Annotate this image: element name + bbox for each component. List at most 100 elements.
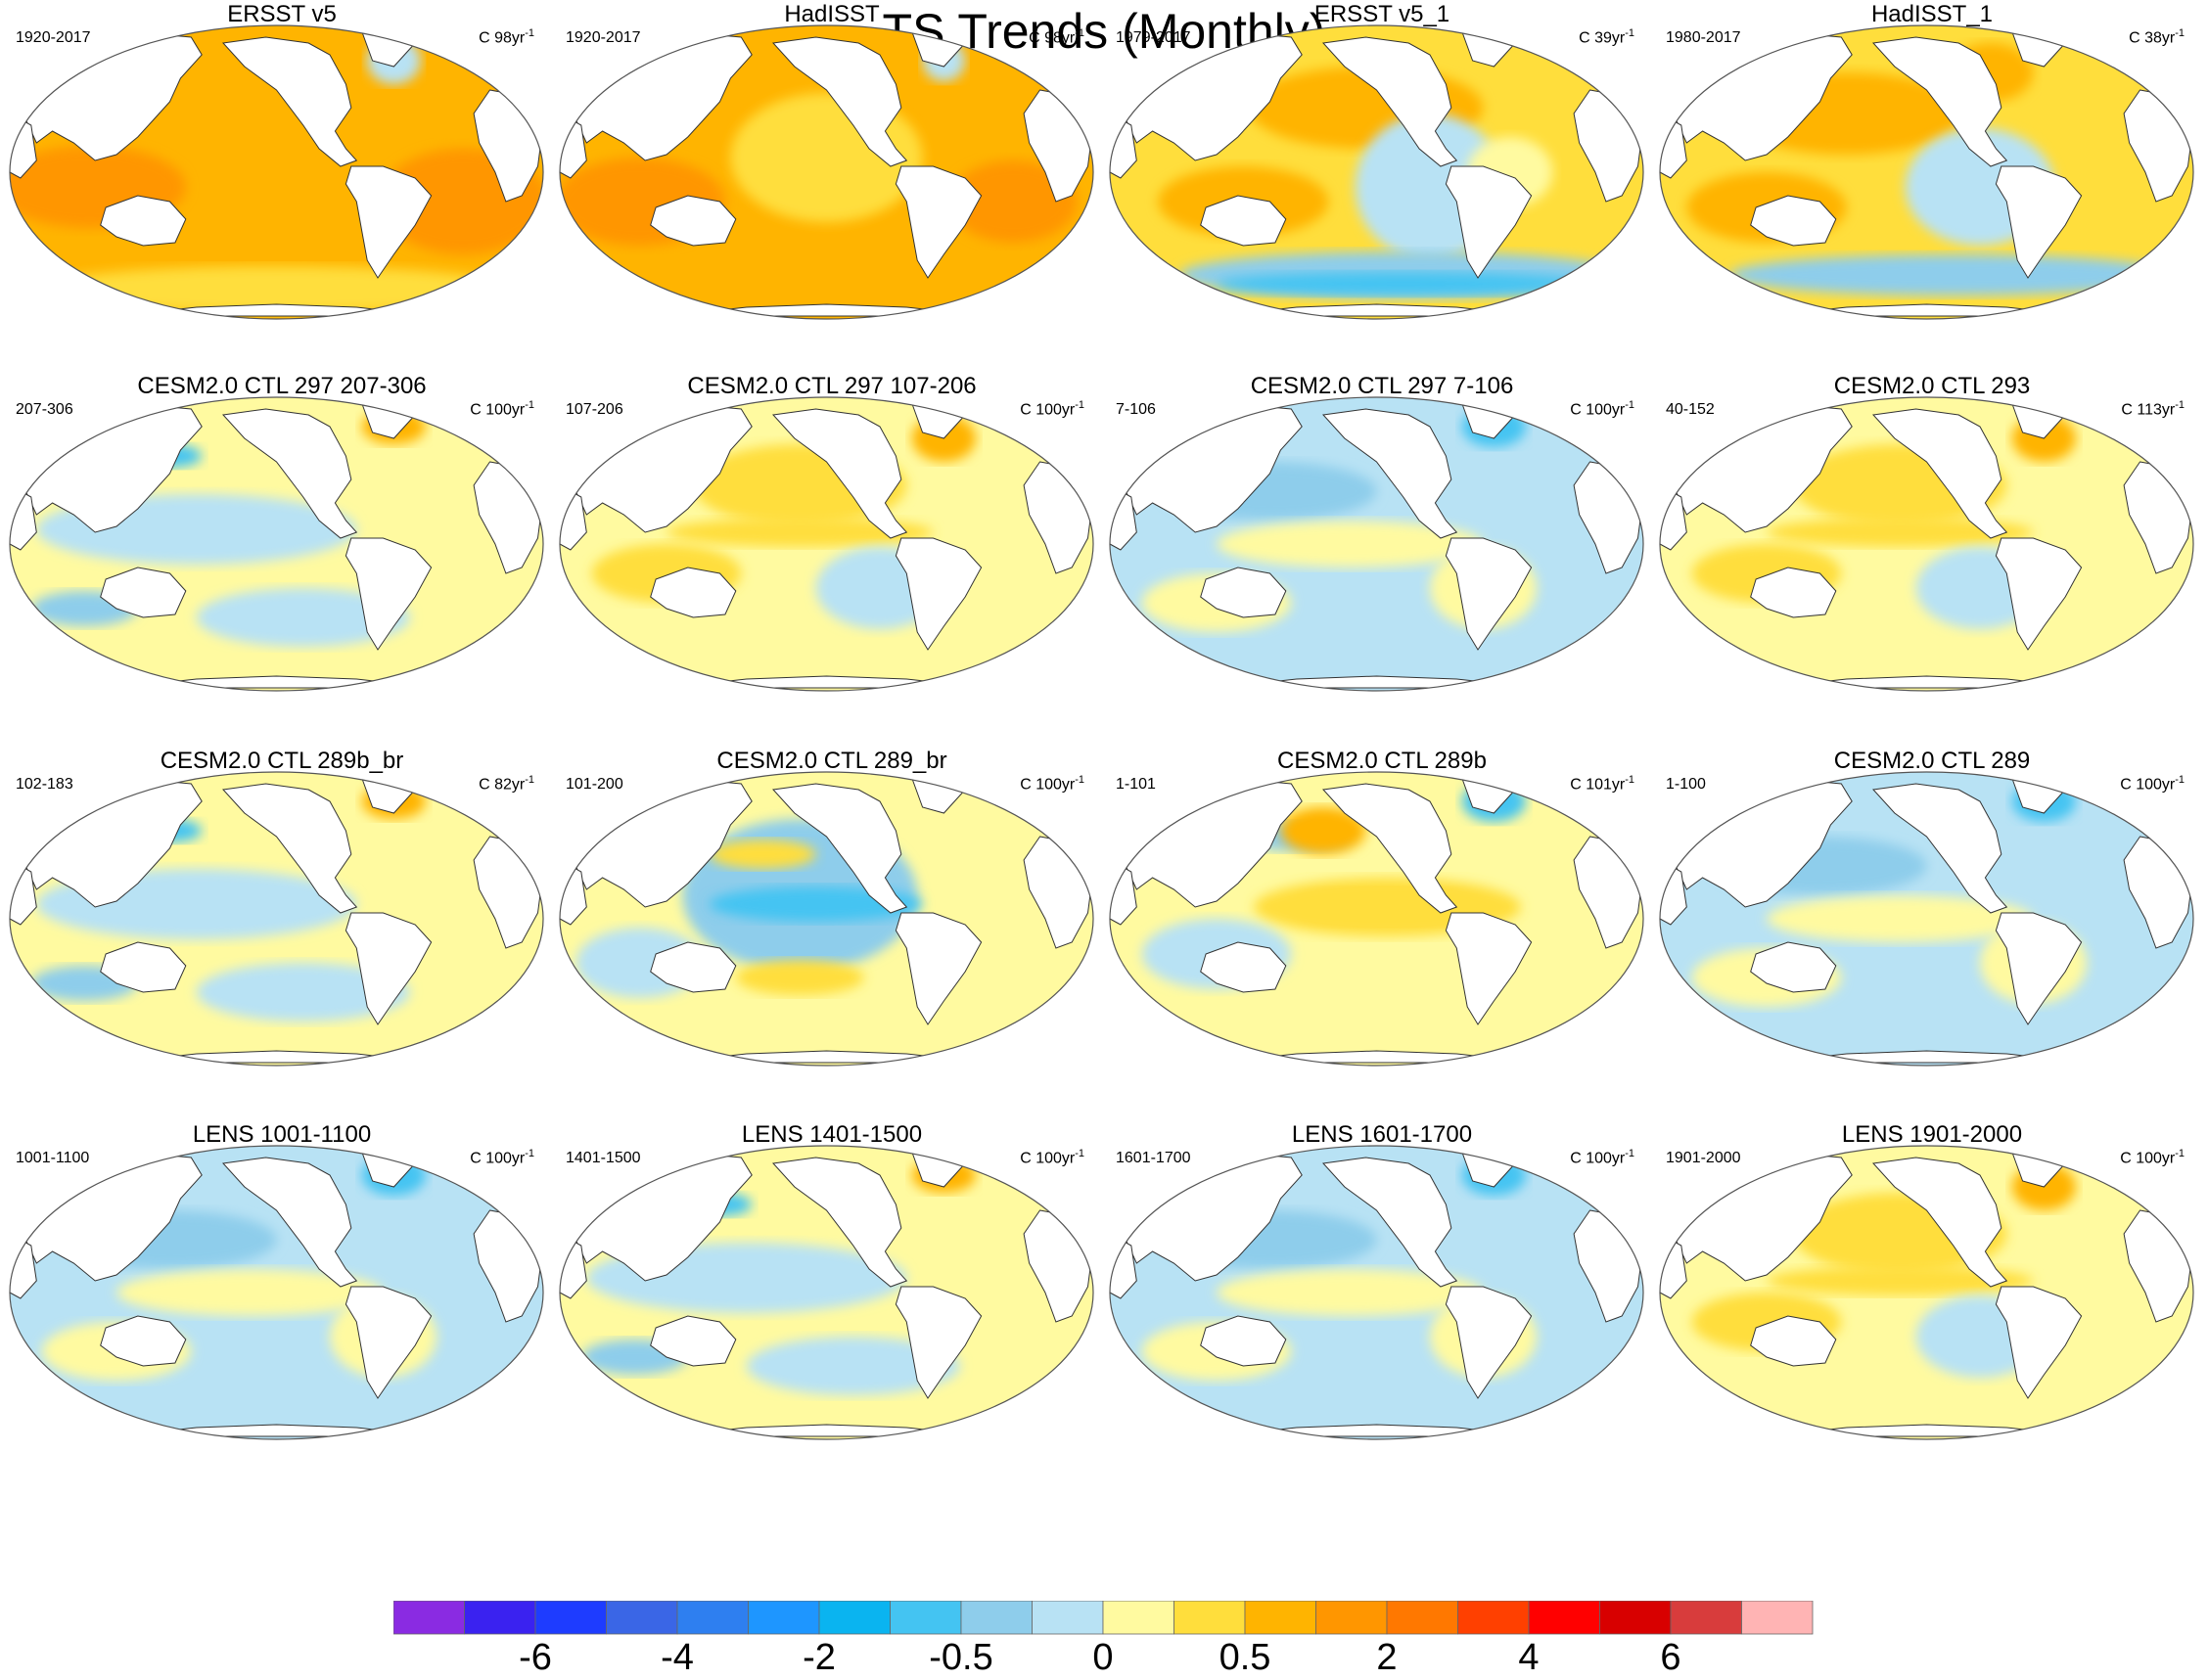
map-plot — [9, 1145, 544, 1440]
land-mass — [1766, 675, 2088, 689]
land-mass — [1321, 408, 1458, 539]
land-mass — [345, 1286, 433, 1399]
trend-region — [196, 588, 410, 647]
colorbar-swatch — [1173, 1601, 1246, 1635]
panel-title: ERSST v5 — [227, 1, 337, 27]
land-mass — [895, 1286, 983, 1399]
colorbar-swatch — [393, 1601, 465, 1635]
panel-title: CESM2.0 CTL 289b — [1277, 748, 1487, 774]
colorbar-swatch — [748, 1601, 820, 1635]
panel-title: CESM2.0 CTL 289 — [1833, 748, 2031, 774]
panel-period: 102-183 — [16, 776, 73, 793]
colorbar-swatch — [534, 1601, 607, 1635]
land-mass — [100, 941, 187, 993]
panel-units: C 100yr-1 — [1020, 399, 1084, 419]
map-panel: CESM2.0 CTL 297 207-306 207-306 C 100yr-1 — [8, 372, 556, 773]
land-mass — [345, 537, 433, 651]
panel-title: CESM2.0 CTL 289b_br — [160, 748, 404, 774]
trend-region — [1280, 807, 1366, 854]
colorbar-swatch — [1528, 1601, 1600, 1635]
land-mass — [1750, 941, 1837, 993]
map-panel: HadISST_1 1980-2017 C 38yr-1 — [1658, 0, 2206, 401]
map-plot — [559, 771, 1094, 1067]
land-mass — [1995, 537, 2083, 651]
land-mass — [221, 36, 358, 167]
colorbar-label: -2 — [803, 1637, 836, 1678]
map-plot — [1109, 1145, 1644, 1440]
colorbar-swatch — [818, 1601, 891, 1635]
panel-period: 7-106 — [1116, 401, 1156, 418]
panel-period: 1979-2017 — [1116, 29, 1191, 46]
panel-units: C 100yr-1 — [1570, 399, 1634, 419]
colorbar-swatch — [1670, 1601, 1742, 1635]
colorbar-swatch — [1102, 1601, 1174, 1635]
trend-region — [196, 963, 410, 1022]
land-mass — [1200, 567, 1287, 618]
land-mass — [100, 567, 187, 618]
colorbar-swatch — [890, 1601, 962, 1635]
land-mass — [895, 912, 983, 1025]
map-border — [1659, 771, 2194, 1067]
map-border — [1109, 1145, 1644, 1440]
panel-period: 1-101 — [1116, 776, 1156, 793]
colorbar-swatch — [464, 1601, 536, 1635]
map-plot — [559, 396, 1094, 692]
land-mass — [666, 303, 988, 317]
panel-title: LENS 1401-1500 — [741, 1121, 923, 1148]
map-panel: LENS 1901-2000 1901-2000 C 100yr-1 — [1658, 1120, 2206, 1521]
land-mass — [1871, 408, 2008, 539]
colorbar-swatch — [1315, 1601, 1388, 1635]
land-mass — [100, 195, 187, 247]
panel-title: CESM2.0 CTL 293 — [1833, 373, 2031, 399]
map-border — [1109, 771, 1644, 1067]
panel-title: LENS 1601-1700 — [1291, 1121, 1473, 1148]
panel-units: C 113yr-1 — [2121, 399, 2185, 419]
panel-units: C 100yr-1 — [1570, 1148, 1634, 1167]
trend-region — [1217, 521, 1484, 568]
land-mass — [345, 912, 433, 1025]
land-mass — [1445, 537, 1533, 651]
colorbar — [393, 1601, 1814, 1635]
land-mass — [1766, 1424, 2088, 1437]
trend-region — [746, 1337, 960, 1395]
map-border — [1659, 24, 2194, 320]
map-panel: CESM2.0 CTL 289b_br 102-183 C 82yr-1 — [8, 747, 556, 1148]
panel-units: C 100yr-1 — [470, 399, 534, 419]
trend-region — [735, 960, 864, 995]
colorbar-swatch — [1032, 1601, 1104, 1635]
panel-units: C 100yr-1 — [2120, 774, 2185, 794]
colorbar-swatch — [676, 1601, 749, 1635]
map-border — [1659, 1145, 2194, 1440]
map-panel: LENS 1001-1100 1001-1100 C 100yr-1 — [8, 1120, 556, 1521]
colorbar-label: 2 — [1376, 1637, 1398, 1678]
land-mass — [1445, 1286, 1533, 1399]
land-mass — [1321, 36, 1458, 167]
land-mass — [1766, 303, 2088, 317]
panel-units: C 101yr-1 — [1570, 774, 1634, 794]
map-panel: CESM2.0 CTL 297 107-206 107-206 C 100yr-1 — [558, 372, 1106, 773]
map-panel: LENS 1401-1500 1401-1500 C 100yr-1 — [558, 1120, 1106, 1521]
trend-region — [116, 1269, 384, 1316]
land-mass — [1750, 195, 1837, 247]
colorbar-label: -0.5 — [929, 1637, 993, 1678]
map-plot — [1659, 396, 2194, 692]
map-border — [1109, 396, 1644, 692]
map-plot — [1109, 771, 1644, 1067]
map-border — [559, 24, 1094, 320]
map-panel: ERSST v5_1 1979-2017 C 39yr-1 — [1108, 0, 1656, 401]
panel-units: C 100yr-1 — [1020, 1148, 1084, 1167]
panel-period: 1001-1100 — [16, 1150, 90, 1166]
map-border — [559, 771, 1094, 1067]
land-mass — [666, 1050, 988, 1064]
map-border — [9, 1145, 544, 1440]
land-mass — [1445, 912, 1533, 1025]
map-panel: CESM2.0 CTL 289 1-100 C 100yr-1 — [1658, 747, 2206, 1148]
land-mass — [771, 783, 908, 914]
trend-region — [1767, 895, 2034, 942]
trend-region — [948, 160, 1078, 243]
panel-units: C 38yr-1 — [2129, 27, 2185, 47]
panel-units: C 98yr-1 — [1029, 27, 1084, 47]
land-mass — [1216, 1050, 1538, 1064]
map-border — [1109, 24, 1644, 320]
land-mass — [1750, 567, 1837, 618]
